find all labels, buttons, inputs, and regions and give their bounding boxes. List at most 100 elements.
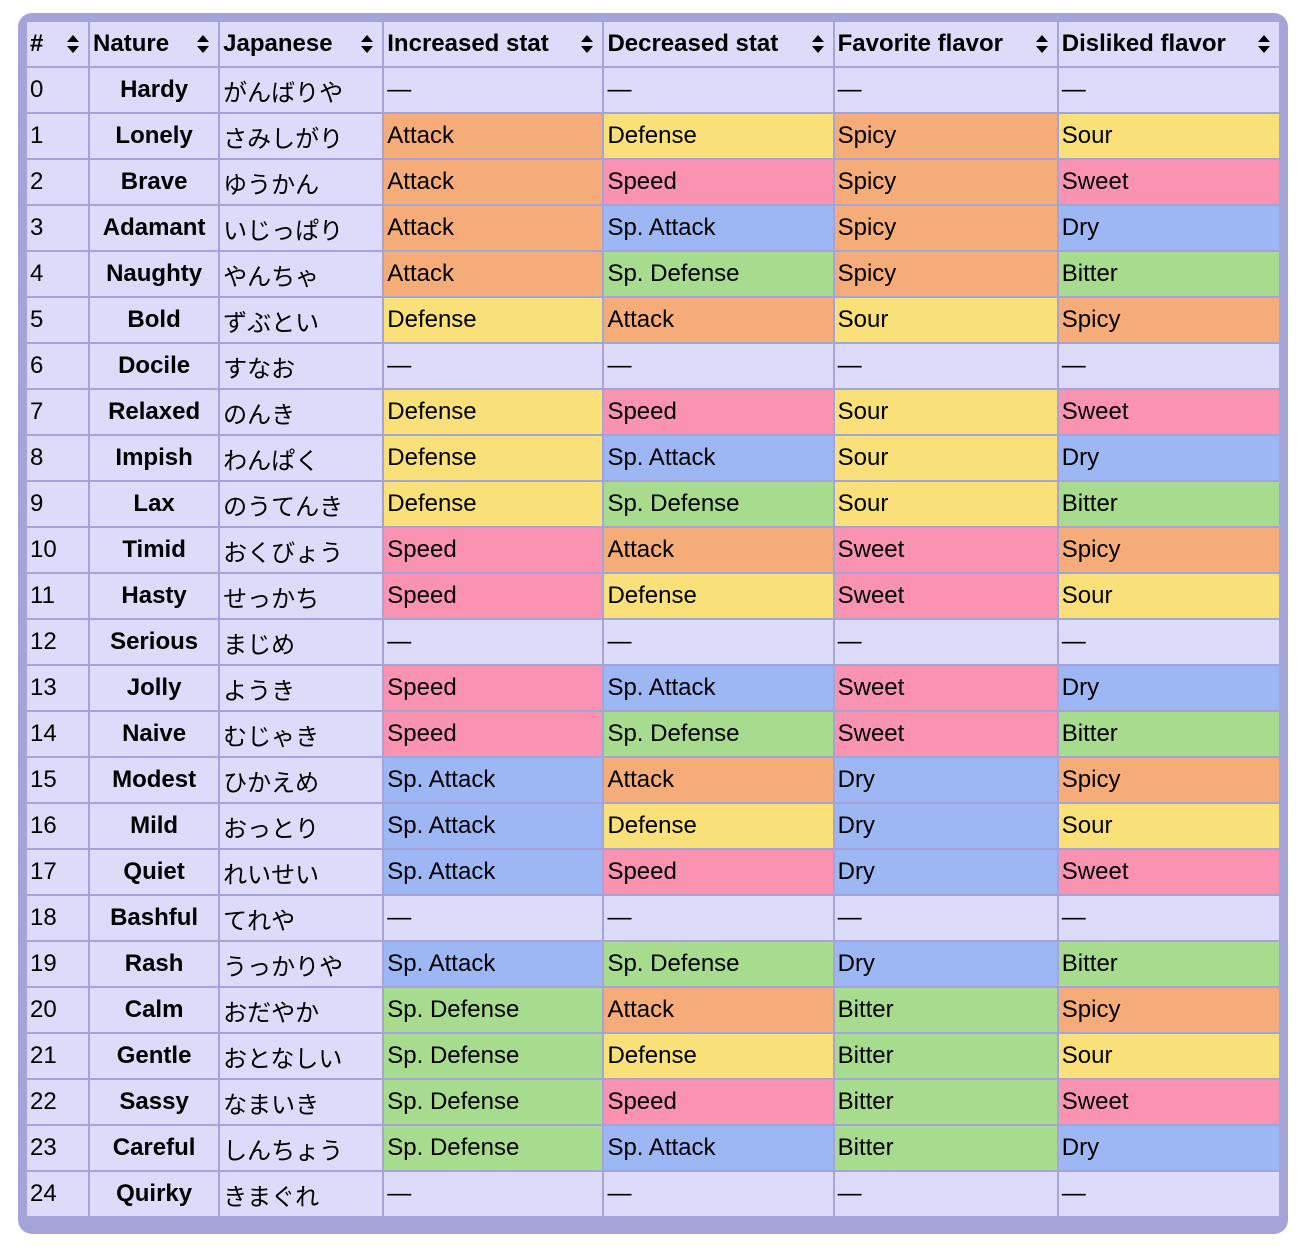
increased-cell: Sp. Attack (384, 942, 603, 986)
decreased-cell: Speed (604, 390, 833, 434)
name: Lax (90, 482, 219, 526)
increased-cell: Speed (384, 712, 603, 756)
table-row: 4 Naughty やんちゃ Attack Sp. Defense Spicy Bitter (27, 252, 1279, 296)
column-header[interactable]: Favorite flavor (834, 22, 1057, 66)
table-row: 5 Bold ずぶとい Defense Attack Sour Spicy (27, 298, 1279, 342)
decreased-cell: Sp. Defense (604, 482, 833, 526)
favorite-cell: — (834, 344, 1057, 388)
table-row: 22 Sassy なまいき Sp. Defense Speed Bitter Sweet (27, 1080, 1279, 1124)
name: Naive (90, 712, 219, 756)
name: Docile (90, 344, 219, 388)
disliked-cell: Bitter (1058, 712, 1279, 756)
table-row: 11 Hasty せっかち Speed Defense Sweet Sour (27, 574, 1279, 618)
table-row: 0 Hardy がんばりや — — — — (27, 68, 1279, 112)
favorite-cell: Bitter (834, 988, 1057, 1032)
index-cell: 18 (27, 896, 89, 940)
name: Serious (90, 620, 219, 664)
increased-cell: Sp. Attack (384, 758, 603, 802)
favorite-cell: — (834, 896, 1057, 940)
favorite-cell: Sour (834, 298, 1057, 342)
favorite-cell: Sour (834, 436, 1057, 480)
sort-icon[interactable] (196, 34, 210, 54)
table-row: 20 Calm おだやか Sp. Defense Attack Bitter Spicy (27, 988, 1279, 1032)
name: Adamant (90, 206, 219, 250)
favorite-cell: Sweet (834, 712, 1057, 756)
increased-cell: Defense (384, 482, 603, 526)
index-cell: 12 (27, 620, 89, 664)
disliked-cell: Spicy (1058, 988, 1279, 1032)
japanese-cell: やんちゃ (220, 252, 383, 296)
decreased-cell: — (604, 344, 833, 388)
decreased-cell: Sp. Attack (604, 666, 833, 710)
increased-cell: Sp. Defense (384, 1126, 603, 1170)
decreased-cell: Speed (604, 850, 833, 894)
japanese-cell: むじゃき (220, 712, 383, 756)
sort-icon[interactable] (66, 34, 80, 54)
table-row: 12 Serious まじめ — — — — (27, 620, 1279, 664)
column-header[interactable]: Increased stat (384, 22, 603, 66)
name: Timid (90, 528, 219, 572)
table-row: 13 Jolly ようき Speed Sp. Attack Sweet Dry (27, 666, 1279, 710)
sort-icon[interactable] (580, 34, 594, 54)
column-header[interactable]: # (27, 22, 89, 66)
table-row: 2 Brave ゆうかん Attack Speed Spicy Sweet (27, 160, 1279, 204)
header-text: Favorite flavor (837, 30, 1003, 57)
index-cell: 24 (27, 1172, 89, 1216)
decreased-cell: — (604, 620, 833, 664)
disliked-cell: — (1058, 620, 1279, 664)
column-header[interactable]: Decreased stat (604, 22, 833, 66)
increased-cell: Sp. Defense (384, 1080, 603, 1124)
sort-icon[interactable] (1035, 34, 1049, 54)
table-row: 24 Quirky きまぐれ — — — — (27, 1172, 1279, 1216)
decreased-cell: Sp. Attack (604, 1126, 833, 1170)
table-row: 14 Naive むじゃき Speed Sp. Defense Sweet Bitter (27, 712, 1279, 756)
column-header[interactable]: Disliked flavor (1058, 22, 1279, 66)
favorite-cell: Dry (834, 942, 1057, 986)
disliked-cell: — (1058, 1172, 1279, 1216)
index-cell: 23 (27, 1126, 89, 1170)
japanese-cell: ひかえめ (220, 758, 383, 802)
name: Jolly (90, 666, 219, 710)
index-cell: 6 (27, 344, 89, 388)
header-text: # (30, 30, 44, 57)
favorite-cell: Sweet (834, 528, 1057, 572)
name: Impish (90, 436, 219, 480)
japanese-cell: さみしがり (220, 114, 383, 158)
sort-icon[interactable] (360, 34, 374, 54)
index-cell: 8 (27, 436, 89, 480)
decreased-cell: — (604, 68, 833, 112)
column-header[interactable]: Nature (90, 22, 219, 66)
favorite-cell: — (834, 1172, 1057, 1216)
sort-icon[interactable] (1257, 34, 1271, 54)
column-header[interactable]: Japanese (220, 22, 383, 66)
favorite-cell: Spicy (834, 206, 1057, 250)
nature-table: # Nature Japanese Increased stat Decreased s… (25, 20, 1281, 1218)
index-cell: 3 (27, 206, 89, 250)
table-row: 10 Timid おくびょう Speed Attack Sweet Spicy (27, 528, 1279, 572)
name: Hasty (90, 574, 219, 618)
favorite-cell: — (834, 68, 1057, 112)
index-cell: 4 (27, 252, 89, 296)
index-cell: 15 (27, 758, 89, 802)
table-row: 15 Modest ひかえめ Sp. Attack Attack Dry Spicy (27, 758, 1279, 802)
japanese-cell: しんちょう (220, 1126, 383, 1170)
japanese-cell: きまぐれ (220, 1172, 383, 1216)
sort-icon[interactable] (811, 34, 825, 54)
favorite-cell: Sour (834, 482, 1057, 526)
table-row: 18 Bashful てれや — — — — (27, 896, 1279, 940)
increased-cell: — (384, 1172, 603, 1216)
index-cell: 14 (27, 712, 89, 756)
index-cell: 13 (27, 666, 89, 710)
index-cell: 1 (27, 114, 89, 158)
japanese-cell: すなお (220, 344, 383, 388)
decreased-cell: Attack (604, 988, 833, 1032)
table-row: 7 Relaxed のんき Defense Speed Sour Sweet (27, 390, 1279, 434)
increased-cell: Attack (384, 206, 603, 250)
table-row: 16 Mild おっとり Sp. Attack Defense Dry Sour (27, 804, 1279, 848)
disliked-cell: Sweet (1058, 390, 1279, 434)
decreased-cell: Sp. Defense (604, 712, 833, 756)
japanese-cell: がんばりや (220, 68, 383, 112)
increased-cell: Attack (384, 114, 603, 158)
decreased-cell: — (604, 1172, 833, 1216)
index-cell: 19 (27, 942, 89, 986)
